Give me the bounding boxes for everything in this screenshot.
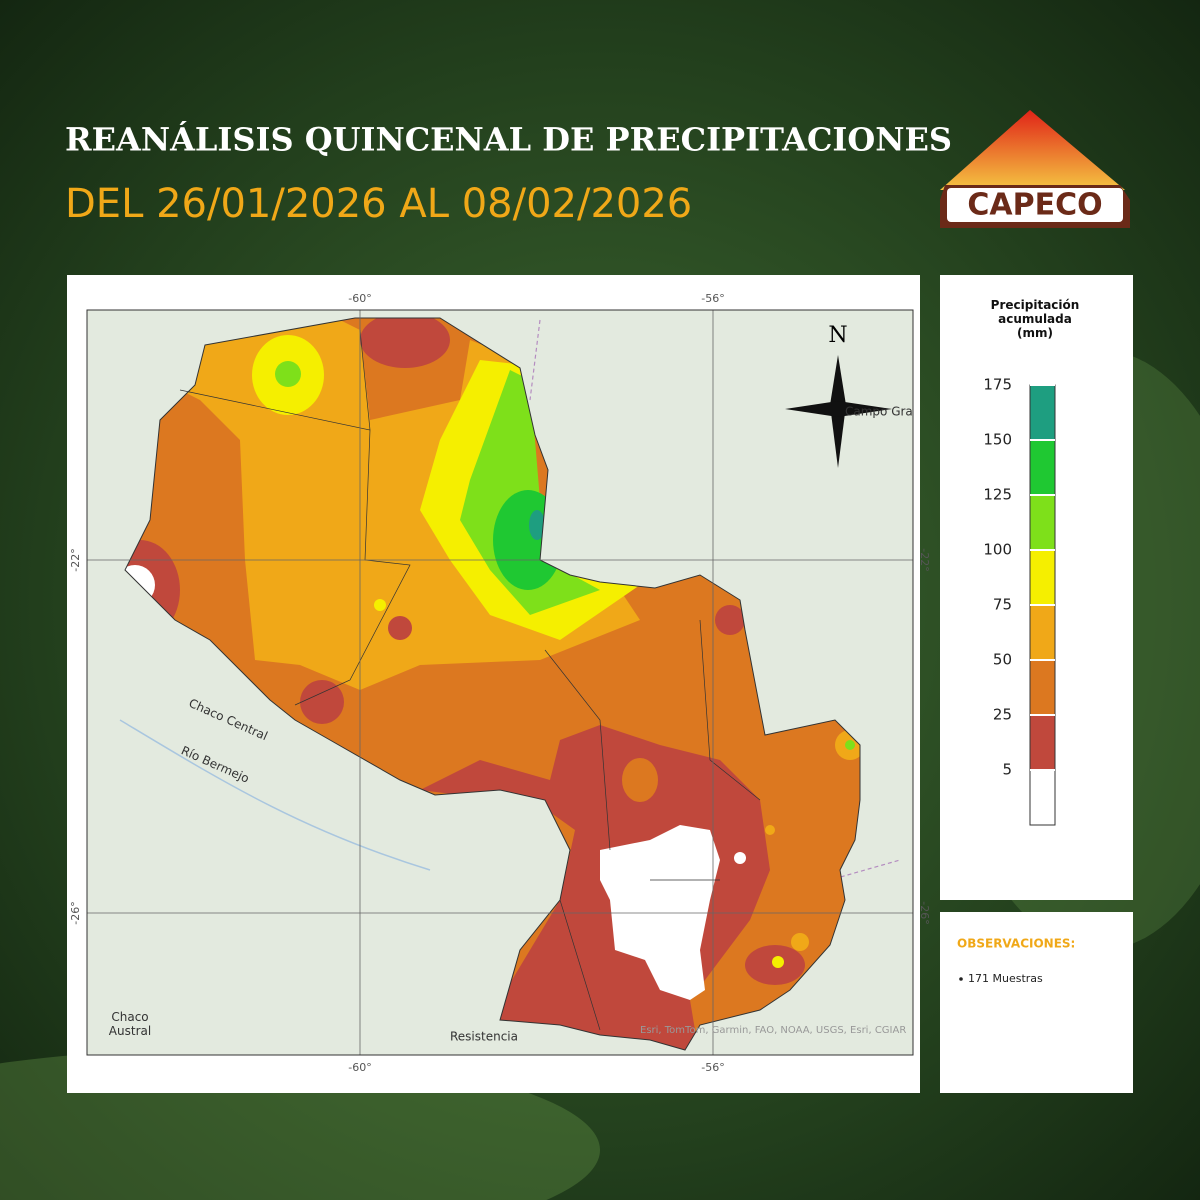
legend-tick-label: 25 (993, 706, 1012, 724)
legend-tick-label: 125 (983, 486, 1012, 504)
title: REANÁLISIS QUINCENAL DE PRECIPITACIONES (65, 121, 952, 159)
river (119, 719, 431, 871)
legend-title: Precipitación acumulada (mm) (990, 298, 1080, 340)
legend-swatch (1030, 440, 1055, 495)
legend-swatch (1030, 550, 1055, 605)
observations-title: OBSERVACIONES: (957, 937, 1075, 951)
observations-panel (940, 912, 1133, 1093)
lat-label: -22° (69, 548, 82, 571)
legend-title: Precipitación acumulada (mm) (990, 298, 1080, 340)
legend-tick-label: 50 (993, 651, 1012, 669)
place-label: Chaco Austral (108, 1010, 152, 1038)
legend-tick-label: 5 (1002, 761, 1012, 779)
graticule (87, 310, 913, 1055)
attribution: Esri, TomTom, Garmin, FAO, NOAA, USGS, E… (640, 1025, 906, 1036)
legend-swatch (1030, 715, 1055, 770)
logo-text: CAPECO (967, 188, 1102, 223)
map-frame (86, 309, 914, 1056)
lat-label: -26° (918, 901, 931, 924)
place-label: Resistencia (450, 1030, 518, 1044)
legend: 175 150 125 100 75 50 25 5 (983, 376, 1056, 826)
logo: CAPECO (940, 110, 1130, 228)
north-label: N (828, 323, 847, 348)
subtitle: DEL 26/01/2026 AL 08/02/2026 (65, 181, 692, 227)
lon-label: -60° (348, 1061, 371, 1074)
legend-swatch (1030, 605, 1055, 660)
lat-label: -22° (918, 548, 931, 571)
lon-label: -60° (348, 292, 371, 305)
legend-swatch (1030, 495, 1055, 550)
legend-tick-label: 75 (993, 596, 1012, 614)
place-label: Chaco Austral (108, 1010, 152, 1038)
map: N Campo Grande Chaco Central Río Bermejo… (87, 310, 935, 1055)
department-lines (179, 329, 761, 1031)
observation-item: 171 Muestras (968, 972, 1043, 985)
bullet (959, 977, 963, 981)
lon-label: -56° (701, 292, 724, 305)
lon-label: -56° (701, 1061, 724, 1074)
north-arrow: N (785, 323, 892, 468)
lat-label: -26° (69, 901, 82, 924)
legend-swatch (1030, 385, 1055, 440)
legend-swatch (1030, 770, 1055, 825)
legend-tick-label: 100 (983, 541, 1012, 559)
place-label: Campo Grande (845, 405, 935, 419)
legend-swatch (1030, 660, 1055, 715)
legend-tick-label: 150 (983, 431, 1012, 449)
legend-tick-label: 175 (983, 376, 1012, 394)
